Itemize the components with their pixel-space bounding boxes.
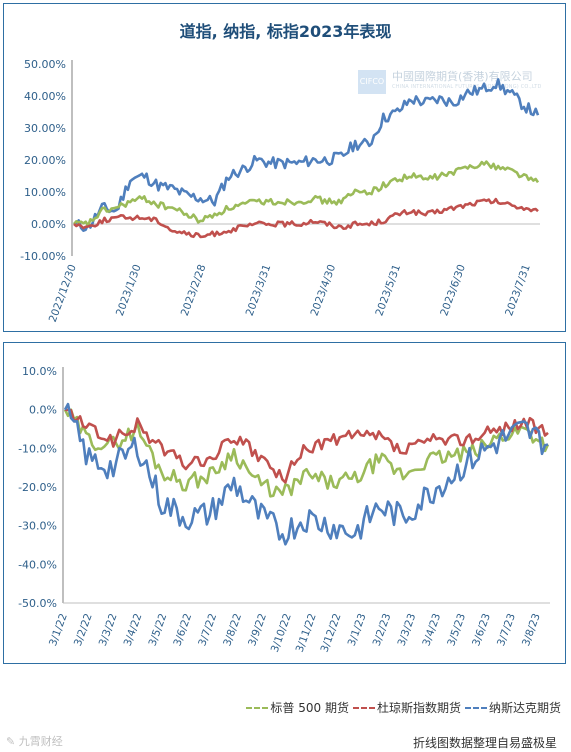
legend-label-nasdaq: 纳斯达克期货 (488, 701, 561, 715)
watermark-cn-text: 中國國際期貨(香港)有限公司 (392, 70, 533, 83)
watermark-logo: CIFCO (358, 70, 386, 94)
legend-label-sp500: 标普 500 期货 (270, 701, 349, 715)
legend-swatch-nasdaq (464, 706, 487, 709)
corner-logo: ✎ 九霄财经 (6, 735, 63, 748)
data-source-note: 折线图数据整理自易盛极星 (412, 736, 557, 750)
legend-swatch-sp500 (246, 706, 269, 709)
legend-item-dow: 杜琼斯指数期货 (352, 699, 461, 716)
top-chart-panel (3, 3, 566, 332)
legend-swatch-dow (352, 706, 375, 709)
legend-item-nasdaq: 纳斯达克期货 (464, 699, 561, 716)
legend-label-dow: 杜琼斯指数期货 (376, 701, 461, 715)
watermark-en-text: CHINA INTERNATIONAL FUTURES (HONG KONG) … (392, 84, 542, 90)
chart-legend: 标普 500 期货 杜琼斯指数期货 纳斯达克期货 (246, 699, 561, 716)
company-watermark: CIFCO 中國國際期貨(香港)有限公司 CHINA INTERNATIONAL… (358, 68, 553, 96)
chart-title: 道指, 纳指, 标指2023年表现 (179, 22, 392, 41)
legend-item-sp500: 标普 500 期货 (246, 699, 349, 716)
bottom-chart-panel (3, 342, 566, 664)
